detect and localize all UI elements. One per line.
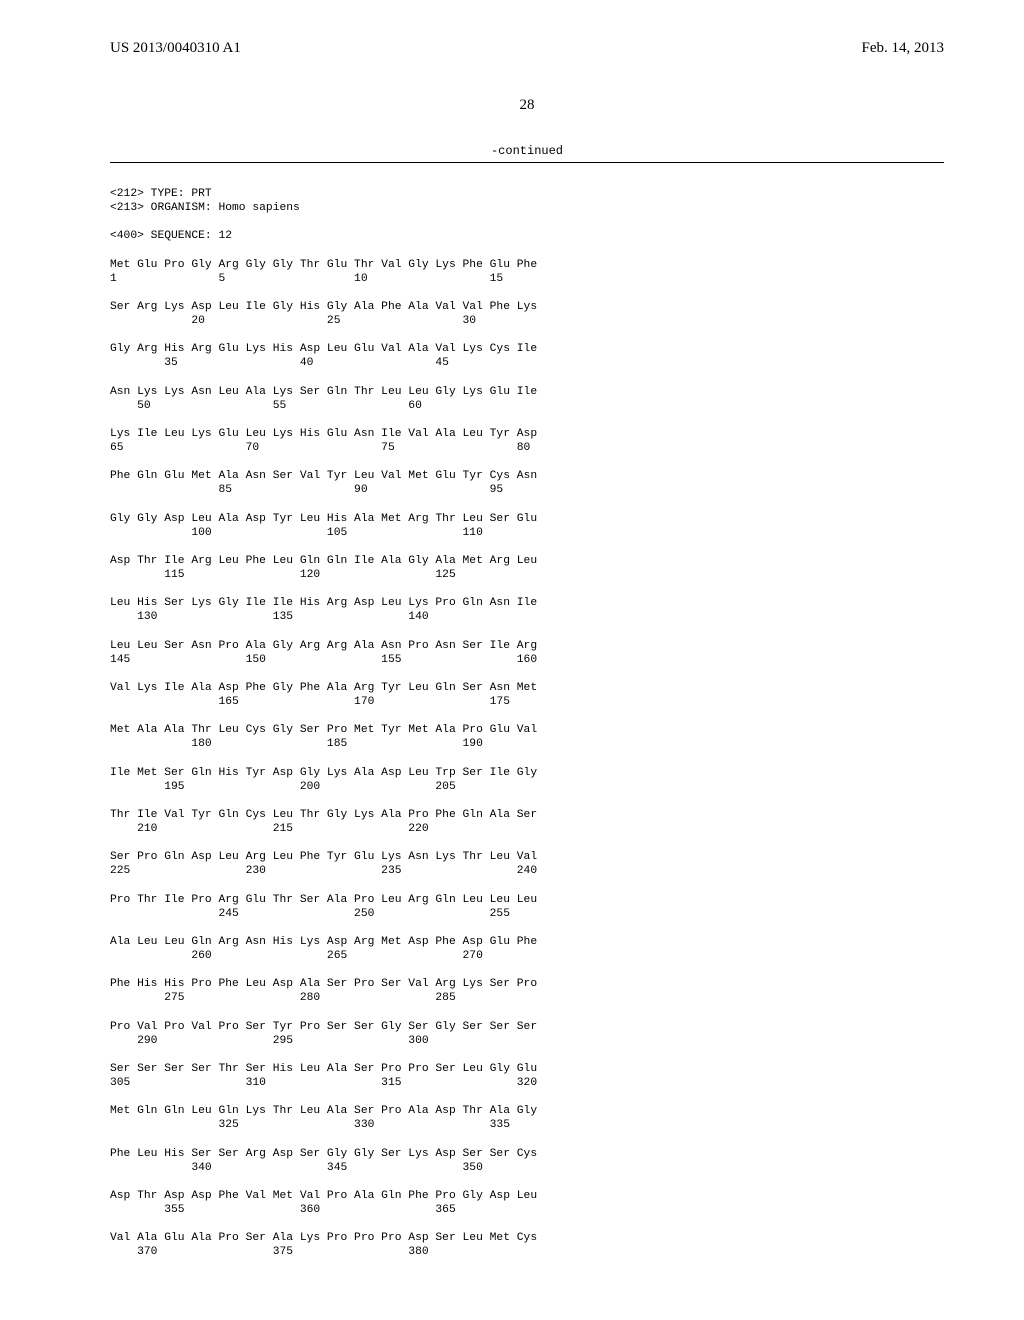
meta-type: <212> TYPE: PRT <box>110 188 212 200</box>
publication-date: Feb. 14, 2013 <box>862 40 945 57</box>
meta-organism: <213> ORGANISM: Homo sapiens <box>110 202 300 214</box>
horizontal-rule <box>110 162 944 163</box>
page-number: 28 <box>110 97 944 114</box>
page-header: US 2013/0040310 A1 Feb. 14, 2013 <box>110 40 944 57</box>
sequence-listing: <212> TYPE: PRT <213> ORGANISM: Homo sap… <box>110 173 944 1288</box>
continued-label: -continued <box>110 144 944 158</box>
patent-page: US 2013/0040310 A1 Feb. 14, 2013 28 -con… <box>0 0 1024 1320</box>
sequence-rows: Met Glu Pro Gly Arg Gly Gly Thr Glu Thr … <box>110 244 944 1260</box>
meta-sequence: <400> SEQUENCE: 12 <box>110 230 232 242</box>
publication-number: US 2013/0040310 A1 <box>110 40 241 57</box>
